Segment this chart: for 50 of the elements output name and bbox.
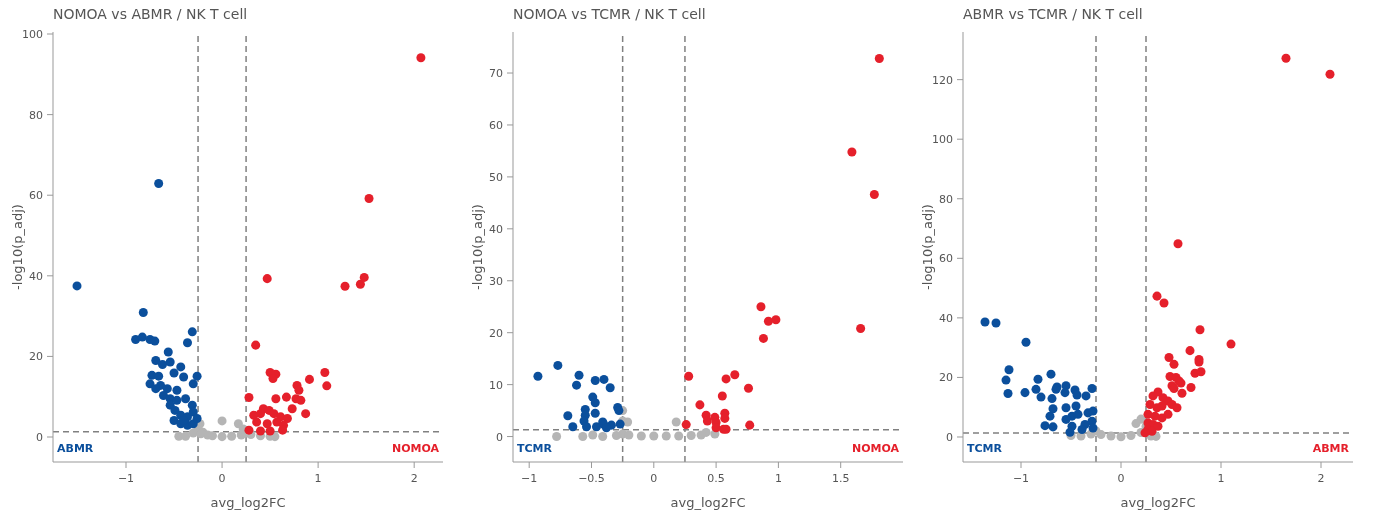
x-axis-title: avg_log2FC — [1120, 495, 1196, 510]
x-tick-label: 2 — [1317, 472, 1325, 485]
y-tick-label: 60 — [29, 189, 43, 203]
x-tick-label: −1 — [117, 472, 135, 485]
x-tick-label: −0.5 — [578, 472, 605, 485]
y-axis-title: -log10(p_adj) — [469, 204, 485, 290]
x-tick-label: 0 — [218, 472, 226, 485]
chart-title: ABMR vs TCMR / NK T cell — [963, 6, 1143, 22]
x-tick-label: 0.5 — [707, 472, 725, 485]
x-tick-label: 1.5 — [831, 472, 850, 485]
x-axis-title: avg_log2FC — [670, 495, 746, 510]
x-tick-label: 0 — [650, 472, 658, 485]
y-tick-label: 50 — [489, 170, 503, 184]
x-tick-label: 1 — [314, 472, 322, 485]
x-tick-label: 1 — [774, 472, 782, 485]
text: TCMR — [967, 442, 1002, 455]
x-tick-label: 2 — [410, 472, 418, 485]
x-tick-label: −1 — [1012, 472, 1030, 485]
text: ABMR — [57, 442, 94, 455]
y-tick-label: 100 — [22, 28, 43, 42]
y-tick-label: 70 — [489, 67, 503, 81]
chart-title: NOMOA vs TCMR / NK T cell — [513, 6, 706, 22]
text: ABMR — [1312, 442, 1349, 455]
series-label: TCMR — [517, 442, 552, 455]
y-tick-label: 40 — [489, 222, 503, 236]
y-tick-label: 100 — [932, 133, 953, 147]
y-tick-label: 60 — [489, 118, 503, 132]
x-tick-label: 1 — [1217, 472, 1225, 485]
y-tick-label: 20 — [29, 350, 43, 364]
chart-title: NOMOA vs ABMR / NK T cell — [53, 6, 248, 22]
y-tick-label: 0 — [36, 431, 43, 445]
y-axis-title: -log10(p_adj) — [9, 204, 25, 290]
y-tick-label: 30 — [489, 274, 503, 288]
x-tick-label: 0 — [1117, 472, 1125, 485]
y-tick-label: 80 — [29, 108, 43, 122]
text: NOMOA — [851, 442, 899, 455]
y-tick-label: 60 — [939, 252, 953, 266]
x-tick-label: −1 — [521, 472, 538, 485]
y-tick-label: 10 — [489, 378, 503, 392]
text: NOMOA — [391, 442, 439, 455]
y-tick-label: 120 — [932, 73, 953, 87]
y-tick-label: 20 — [939, 371, 953, 385]
y-tick-label: 20 — [489, 326, 503, 340]
y-axis-title: -log10(p_adj) — [919, 204, 935, 290]
y-tick-label: 40 — [29, 269, 43, 283]
y-tick-label: 80 — [939, 192, 953, 206]
x-axis-title: avg_log2FC — [210, 495, 286, 510]
y-tick-label: 0 — [946, 430, 953, 444]
y-tick-label: 40 — [939, 311, 953, 325]
y-tick-label: 0 — [496, 430, 503, 444]
